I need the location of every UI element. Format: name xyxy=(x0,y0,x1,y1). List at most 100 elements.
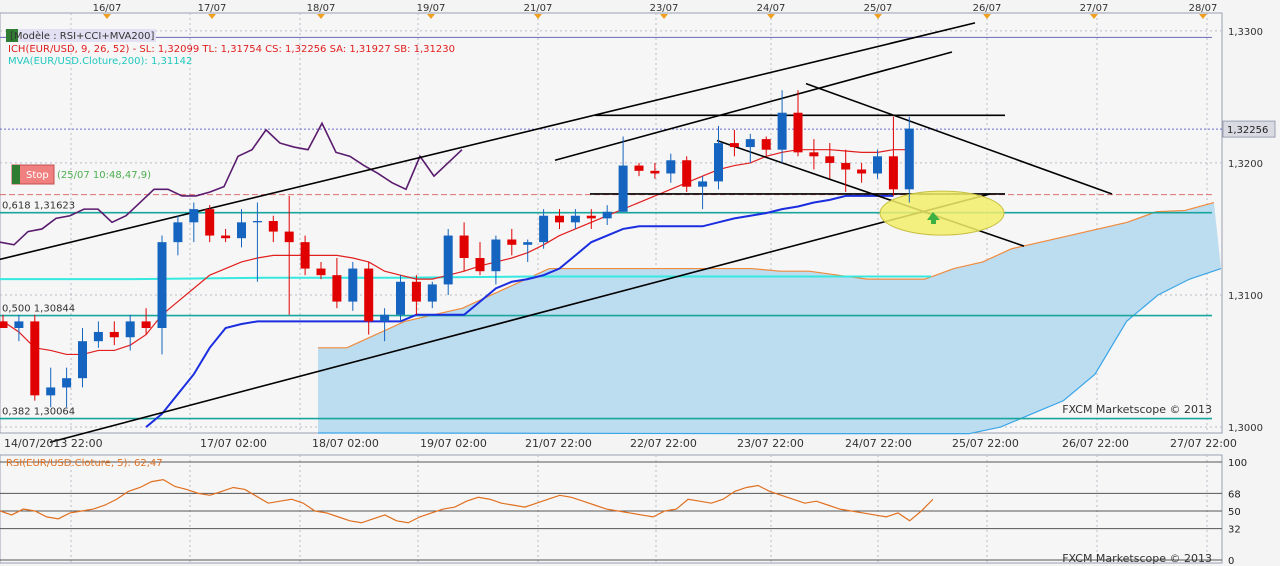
middle-channel-line xyxy=(554,51,953,162)
bear-candle xyxy=(0,321,8,328)
bull-candle xyxy=(348,268,358,302)
fib-level-label: 0,500 1,30844 xyxy=(2,304,75,315)
highlight-marker xyxy=(879,190,1005,236)
date-marker-icon xyxy=(427,14,435,19)
time-axis-label: 17/07 02:00 xyxy=(200,437,267,450)
bull-candle xyxy=(252,221,262,223)
model-icon[interactable] xyxy=(6,29,18,42)
bull-candle xyxy=(46,387,56,396)
bull-candle xyxy=(714,143,723,182)
ichimoku-label: ICH(EUR/USD, 9, 26, 52) - SL: 1,32099 TL… xyxy=(8,44,455,55)
bear-candle xyxy=(109,331,119,338)
kijun-sen-line xyxy=(145,194,894,428)
date-marker-icon xyxy=(534,14,542,19)
bear-candle xyxy=(682,160,692,187)
stop-label[interactable]: Stop xyxy=(26,170,49,181)
bull-candle xyxy=(491,239,501,272)
bull-candle xyxy=(698,181,708,187)
bear-candle xyxy=(857,169,867,174)
bear-candle xyxy=(650,170,660,174)
senkou-a-line xyxy=(318,201,1215,349)
date-marker-icon xyxy=(317,14,325,19)
time-axis-label: 25/07 22:00 xyxy=(952,437,1019,450)
date-marker-icon xyxy=(660,14,668,19)
bull-candle xyxy=(427,284,437,302)
top-date-label: 27/07 xyxy=(1080,3,1109,14)
bear-candle xyxy=(841,162,851,170)
mva-line xyxy=(0,275,931,281)
price-tick-label: 1,3200 xyxy=(1228,159,1263,170)
bull-candle xyxy=(523,242,533,245)
bull-candle xyxy=(93,331,103,342)
bear-candle xyxy=(475,258,485,272)
upper-channel-line xyxy=(0,22,976,261)
rsi-panel-frame xyxy=(0,454,1223,564)
date-marker-icon xyxy=(874,14,882,19)
bull-candle xyxy=(904,128,914,190)
rsi-label: RSI(EUR/USD.Cloture, 5): 62,47 xyxy=(6,458,163,469)
bear-candle xyxy=(30,321,40,396)
price-tick-label: 1,3000 xyxy=(1228,423,1263,434)
trend-lines xyxy=(0,22,1113,444)
price-tick-label: 1,3300 xyxy=(1228,27,1263,38)
bear-candle xyxy=(459,235,469,258)
date-marker-icon xyxy=(983,14,991,19)
bear-candle xyxy=(284,231,294,243)
price-tick-label: 1,3100 xyxy=(1228,291,1263,302)
rsi-tick-label: 32 xyxy=(1228,525,1241,536)
bull-candle xyxy=(157,242,167,328)
bear-candle xyxy=(141,321,151,328)
bull-candle xyxy=(873,156,882,174)
bear-candle xyxy=(332,275,342,302)
top-date-label: 21/07 xyxy=(524,3,553,14)
top-date-label: 26/07 xyxy=(973,3,1002,14)
bear-candle xyxy=(793,112,803,153)
top-date-label: 19/07 xyxy=(417,3,446,14)
bear-candle xyxy=(555,215,564,223)
model-label[interactable]: [Modèle : RSI+CCI+MVA200] xyxy=(10,30,154,42)
rsi-panel: 100 68 50 32 0 xyxy=(0,458,1247,566)
bull-candle xyxy=(618,165,628,212)
model-label-box[interactable] xyxy=(6,29,156,42)
price-axis: 1,3300 1,3200 1,3100 1,3000 1,32256 xyxy=(1222,27,1276,434)
top-date-label: 18/07 xyxy=(307,3,336,14)
bear-candle xyxy=(205,209,215,236)
stop-time: (25/07 10:48,47,9) xyxy=(57,170,151,181)
time-axis-label: 27/07 22:00 xyxy=(1170,437,1237,450)
rsi-tick-label: 68 xyxy=(1228,489,1241,500)
bear-candle xyxy=(507,239,517,245)
time-axis-label: 21/07 22:00 xyxy=(525,437,592,450)
mva-label: MVA(EUR/USD.Cloture,200): 1,31142 xyxy=(8,56,192,67)
time-axis: 14/07/2013 22:00 17/07 02:00 18/07 02:00 19… xyxy=(4,437,1237,450)
ichimoku-cloud xyxy=(318,201,1222,435)
bull-candle xyxy=(14,321,24,328)
lower-channel-line xyxy=(49,193,991,444)
time-axis-label: 18/07 02:00 xyxy=(312,437,379,450)
rsi-tick-label: 0 xyxy=(1228,556,1234,566)
date-marker-icon xyxy=(1199,14,1207,19)
cloud-fill xyxy=(318,202,1221,434)
time-axis-label: 24/07 22:00 xyxy=(845,437,912,450)
top-date-label: 16/07 xyxy=(93,3,122,14)
time-axis-label: 14/07/2013 22:00 xyxy=(4,437,103,450)
bear-candle xyxy=(364,268,374,322)
time-axis-label: 22/07 22:00 xyxy=(630,437,697,450)
chikou-span-line xyxy=(0,121,463,246)
bear-candle xyxy=(761,139,771,150)
descending-resistance-line xyxy=(805,82,1113,195)
bull-candle xyxy=(443,235,453,285)
watermark-main: FXCM Marketscope © 2013 xyxy=(1062,403,1212,416)
up-arrow-icon xyxy=(927,212,940,224)
bear-candle xyxy=(300,242,310,269)
highlight-ellipse xyxy=(879,190,1005,236)
bear-candle xyxy=(316,268,326,276)
tenkan-sen-line xyxy=(2,149,910,356)
date-marker-icon xyxy=(1090,14,1098,19)
current-price-box xyxy=(1222,120,1276,138)
date-marker-icon xyxy=(103,14,111,19)
bear-candle xyxy=(586,215,596,219)
candlesticks xyxy=(0,90,914,408)
bear-candle xyxy=(825,156,835,163)
bear-candle xyxy=(729,143,739,148)
